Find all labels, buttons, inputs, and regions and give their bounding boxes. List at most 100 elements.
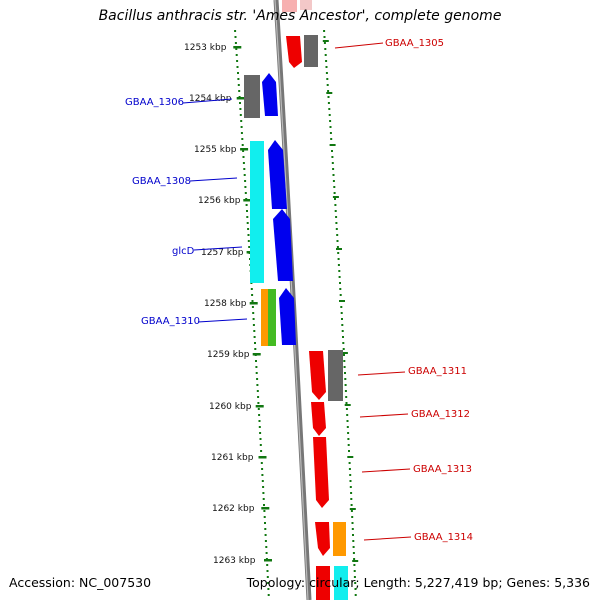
rail-dot xyxy=(247,234,250,236)
rail-dot xyxy=(262,492,265,494)
gene-arrow-gbaa-1308[interactable] xyxy=(268,140,287,209)
tick-label: 1256 kbp xyxy=(198,196,241,206)
rail-dot xyxy=(344,390,347,392)
gene-label-gbaa-1305[interactable]: GBAA_1305 xyxy=(385,38,444,49)
rail-dot xyxy=(353,564,356,566)
rail-dot xyxy=(336,234,339,236)
rail-dot xyxy=(354,582,357,584)
rail-dot xyxy=(254,342,256,344)
rail-dot xyxy=(323,30,326,32)
rail-dot xyxy=(345,396,348,398)
tick-label: 1262 kbp xyxy=(212,504,255,514)
tick-labels: 1253 kbp 1254 kbp 1255 kbp 1256 kbp 1257… xyxy=(184,43,256,566)
rail-dot xyxy=(261,480,264,482)
leader-line-gbaa-1306 xyxy=(182,98,233,104)
rail-dot xyxy=(348,462,351,464)
rail-dot xyxy=(329,120,332,122)
rail-dot xyxy=(339,282,341,284)
gene-label-gbaa-1308[interactable]: GBAA_1308 xyxy=(132,176,191,187)
rail-dot xyxy=(351,522,354,524)
rail-dot xyxy=(337,264,340,266)
tick-mark xyxy=(252,353,261,356)
rail-dot xyxy=(327,90,330,92)
feature-bottom-cyan xyxy=(334,566,348,600)
rail-dot xyxy=(251,306,254,308)
leader-line-gbaa-1312 xyxy=(359,413,409,418)
gene-label-gbaa-1311[interactable]: GBAA_1311 xyxy=(408,366,467,377)
gene-label-gbaa-1310[interactable]: GBAA_1310 xyxy=(141,316,200,327)
rail-dot xyxy=(264,540,267,542)
rail-dot xyxy=(258,414,261,416)
gene-arrow-gbaa-1306[interactable] xyxy=(262,73,278,116)
feature-top-faded-2 xyxy=(300,0,312,10)
rail-dot xyxy=(262,486,265,488)
rail-dot xyxy=(261,474,264,476)
gene-label-gbaa-1313[interactable]: GBAA_1313 xyxy=(413,464,472,475)
map-title: Bacillus anthracis str. 'Ames Ancestor',… xyxy=(98,8,502,24)
tick-mark xyxy=(258,456,267,459)
gene-arrow-gbaa-1313[interactable] xyxy=(313,437,329,508)
rail-dot xyxy=(340,312,343,314)
rail-dot xyxy=(258,426,261,428)
rail-dot xyxy=(253,336,256,338)
leader-line-gbaa-1313 xyxy=(361,468,411,473)
rail-dot xyxy=(354,594,357,596)
rail-dot xyxy=(246,216,249,218)
rail-dot xyxy=(340,306,343,308)
rail-dot xyxy=(234,36,237,38)
rail-dot xyxy=(353,570,356,572)
rail-dot xyxy=(344,384,347,386)
minor-tick xyxy=(349,508,356,510)
gene-arrow-gbaa-1310[interactable] xyxy=(279,288,296,345)
rail-dot xyxy=(350,504,353,506)
rail-dot xyxy=(260,462,263,464)
tick-label: 1257 kbp xyxy=(201,248,244,258)
rail-dot xyxy=(235,54,238,56)
rail-dot xyxy=(252,324,255,326)
rail-dot xyxy=(266,570,269,572)
gene-arrow-glcd[interactable] xyxy=(273,209,293,281)
gene-label-glcd[interactable]: glcD xyxy=(172,246,195,257)
tick-mark xyxy=(240,148,249,151)
gene-label-gbaa-1312[interactable]: GBAA_1312 xyxy=(411,409,470,420)
rail-dot xyxy=(353,576,356,578)
rail-dot xyxy=(350,498,353,500)
rail-dot xyxy=(246,210,248,212)
rail-dot xyxy=(264,528,267,530)
gene-labels: GBAA_1305 GBAA_1306 GBAA_1308 glcD GBAA_… xyxy=(125,38,473,543)
rail-dot xyxy=(237,78,240,80)
rail-dot xyxy=(256,378,259,380)
tick-mark xyxy=(243,199,252,202)
gene-label-gbaa-1306[interactable]: GBAA_1306 xyxy=(125,97,184,108)
rail-dot xyxy=(239,114,242,116)
gene-arrow-gbaa-1305[interactable] xyxy=(286,36,302,68)
rail-dot xyxy=(242,150,245,152)
tick-mark xyxy=(236,97,245,100)
rail-dot xyxy=(344,378,347,380)
rail-dot xyxy=(328,114,331,116)
rail-dot xyxy=(338,276,341,278)
gene-arrow-gbaa-1311[interactable] xyxy=(309,351,326,400)
minor-tick xyxy=(344,404,351,406)
feature-gbaa-1310-green xyxy=(268,289,276,346)
gene-arrow-gbaa-1314[interactable] xyxy=(315,522,330,556)
rail-dot xyxy=(239,102,241,104)
tick-label: 1253 kbp xyxy=(184,43,227,53)
rail-dot xyxy=(243,174,246,176)
gene-label-gbaa-1314[interactable]: GBAA_1314 xyxy=(414,532,473,543)
rail-dot xyxy=(342,336,344,338)
rail-dot xyxy=(331,156,334,158)
rail-dot xyxy=(349,480,352,482)
rail-dot xyxy=(332,180,335,182)
rail-dot xyxy=(241,144,244,146)
tick-mark xyxy=(255,405,264,408)
rail-dot xyxy=(354,588,357,590)
minor-tick xyxy=(347,456,354,458)
rail-dot xyxy=(333,186,336,188)
rail-dot xyxy=(332,168,335,170)
rail-dot xyxy=(259,444,262,446)
rail-dot xyxy=(351,516,354,518)
rail-dot xyxy=(254,348,257,350)
gene-arrow-gbaa-1312[interactable] xyxy=(311,402,326,436)
rail-dot xyxy=(345,402,348,404)
